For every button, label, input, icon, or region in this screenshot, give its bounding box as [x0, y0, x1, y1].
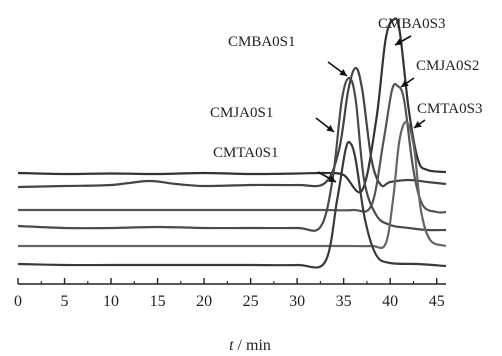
x-tick-label-30: 30 [289, 293, 305, 310]
annotation-arrowhead-cmja0s2 [401, 80, 409, 87]
x-axis-label-var: t [229, 337, 234, 354]
annotation-arrowhead-cmja0s1 [326, 124, 334, 132]
annotation-label-cmba0s1: CMBA0S1 [228, 34, 296, 50]
x-tick-label-5: 5 [61, 293, 69, 310]
annotation-arrowhead-cmta0s3 [414, 121, 422, 128]
x-tick-label-45: 45 [429, 293, 445, 310]
annotation-arrowhead-cmba0s3 [395, 38, 403, 45]
x-tick-label-40: 40 [382, 293, 398, 310]
annotation-arrowhead-cmta0s1 [328, 175, 336, 182]
x-axis-label: t / min [229, 337, 271, 354]
x-tick-label-15: 15 [150, 293, 166, 310]
trace-cmba0s3 [17, 17, 447, 194]
x-tick-label-25: 25 [243, 293, 259, 310]
x-tick-label-20: 20 [196, 293, 212, 310]
annotation-label-cmja0s2: CMJA0S2 [416, 58, 479, 74]
trace-cmja0s2 [17, 82, 447, 214]
x-axis: 0 5 10 15 20 25 30 35 40 45 [14, 278, 446, 310]
trace-cmta0s1 [17, 140, 447, 269]
trace-cmba0s1 [17, 66, 447, 189]
annotation-arrowhead-cmba0s1 [339, 69, 347, 76]
traces-group [17, 17, 447, 269]
annotations-group: CMBA0S3 CMBA0S1 CMJA0S2 CMJA0S1 CMTA0S3 CMTA0… [210, 16, 482, 183]
trace-cmja0s1 [17, 76, 447, 232]
annotation-label-cmja0s1: CMJA0S1 [210, 105, 273, 121]
x-tick-label-10: 10 [103, 293, 119, 310]
annotation-label-cmta0s3: CMTA0S3 [417, 101, 482, 117]
annotation-label-cmta0s1: CMTA0S1 [213, 145, 278, 161]
x-tick-label-35: 35 [336, 293, 352, 310]
x-axis-label-unit: / min [234, 337, 271, 354]
annotation-label-cmba0s3: CMBA0S3 [378, 16, 446, 32]
x-tick-label-0: 0 [14, 293, 22, 310]
